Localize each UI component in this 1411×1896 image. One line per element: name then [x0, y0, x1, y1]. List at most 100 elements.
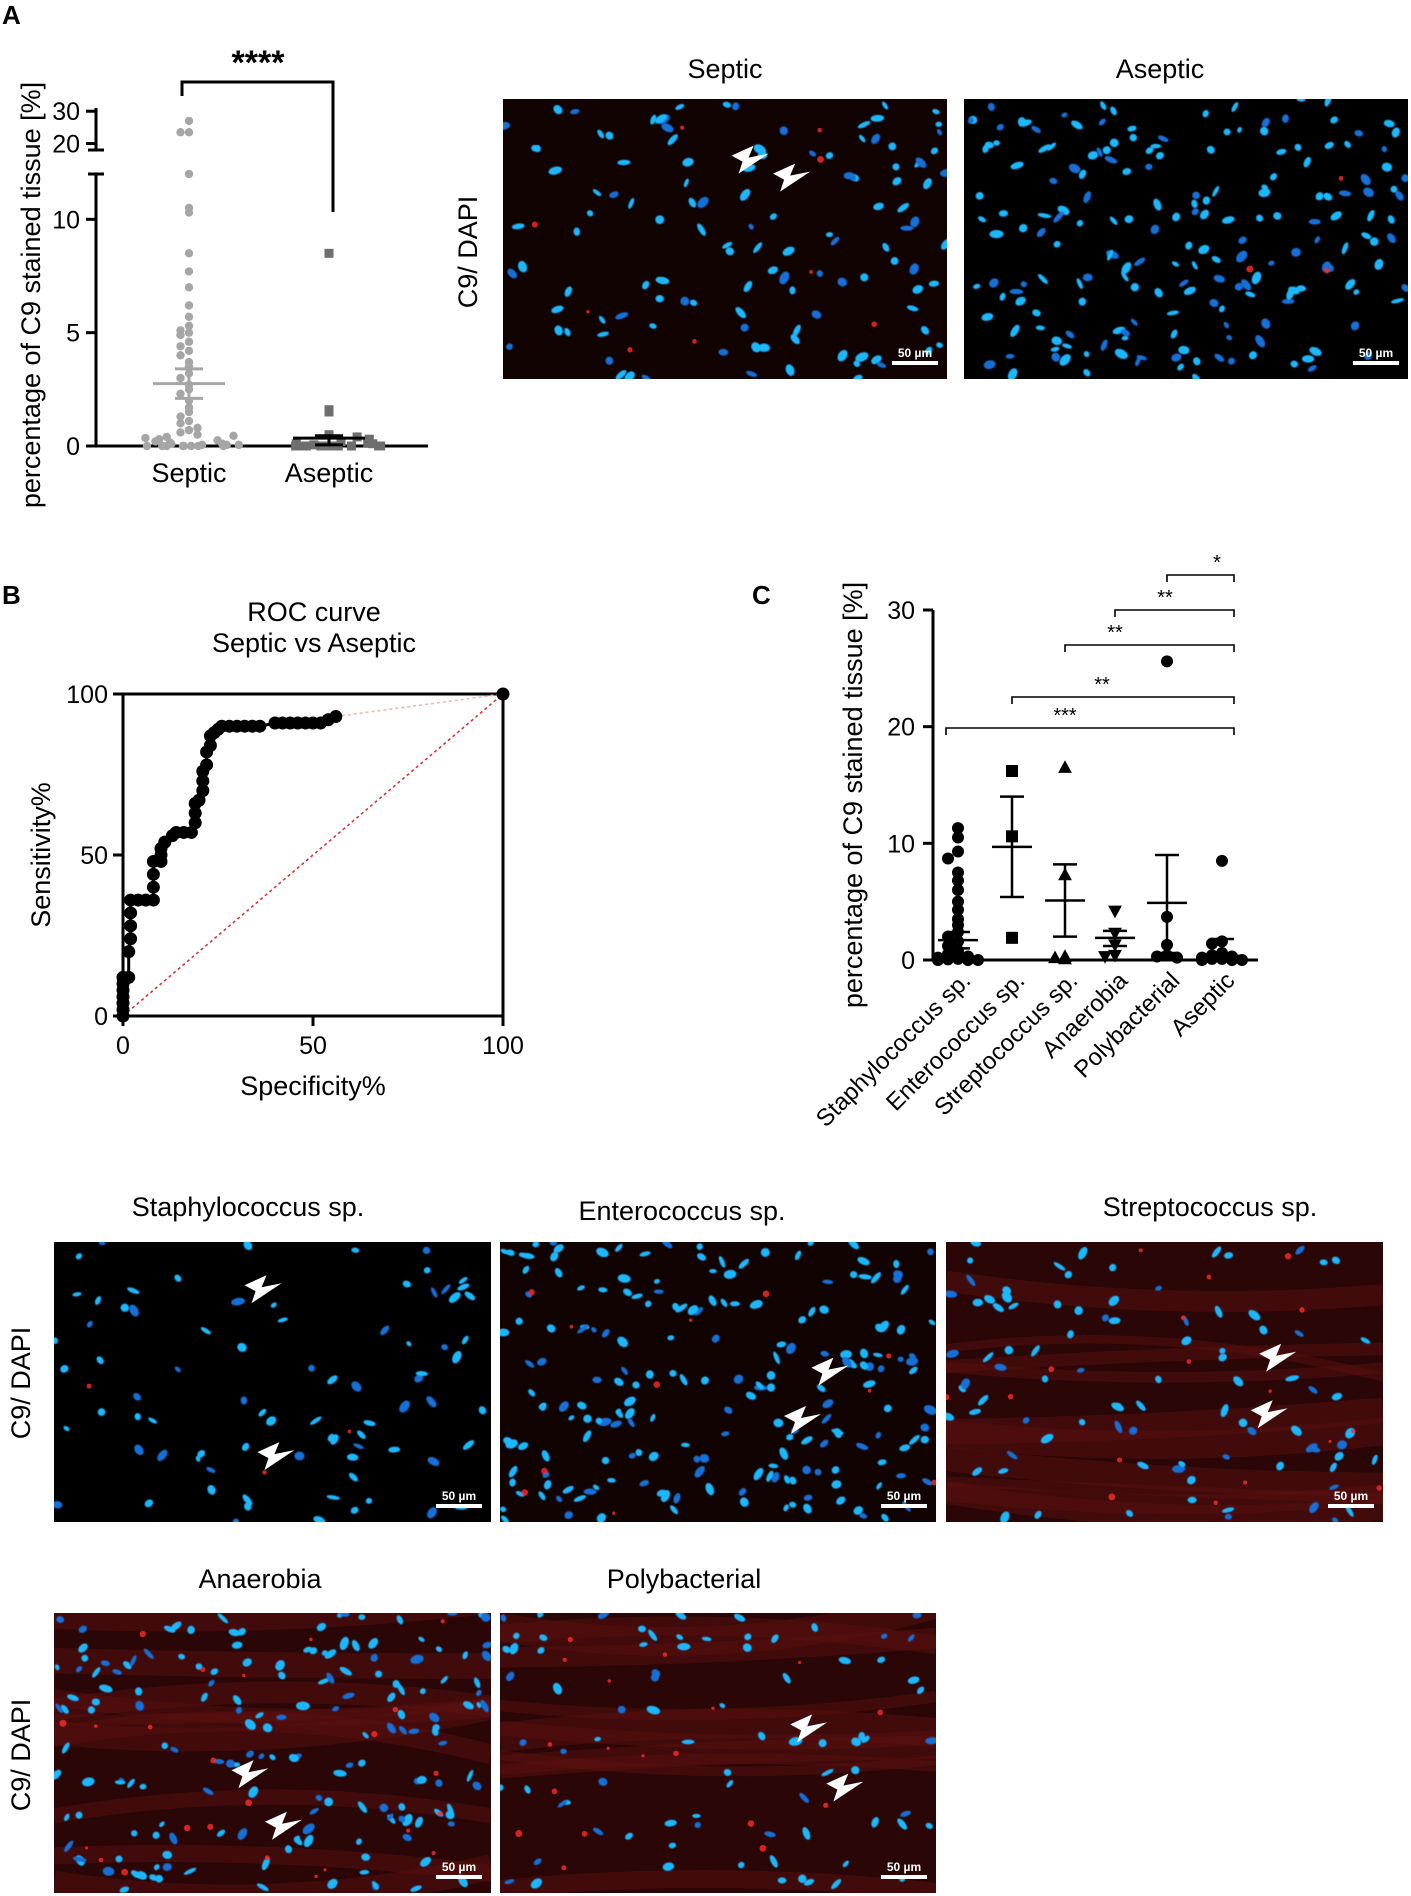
chart-b-roc-point — [253, 719, 267, 733]
nucleus — [538, 1491, 546, 1501]
nucleus — [1040, 1433, 1054, 1444]
tissue-fiber — [946, 1481, 1383, 1522]
c9-signal — [1376, 1485, 1382, 1491]
c9-signal — [1284, 1253, 1292, 1260]
nucleus — [1214, 353, 1225, 362]
nucleus — [1308, 218, 1321, 225]
nucleus — [837, 277, 848, 287]
nucleus — [380, 1325, 390, 1336]
nucleus — [617, 1336, 628, 1348]
c9-signal — [673, 1750, 679, 1757]
nucleus — [689, 299, 698, 306]
nucleus — [790, 334, 800, 345]
nucleus — [1064, 1270, 1073, 1279]
nucleus — [748, 223, 754, 230]
nucleus — [719, 1703, 726, 1709]
nucleus — [562, 1485, 574, 1494]
chart-c-ytick-label: 30 — [887, 597, 915, 625]
nucleus — [925, 346, 933, 355]
nucleus — [1361, 232, 1372, 240]
nucleus — [1120, 329, 1130, 337]
nucleus — [275, 1660, 285, 1671]
nucleus — [857, 1257, 870, 1266]
nucleus — [1007, 368, 1018, 379]
nucleus — [667, 134, 678, 146]
arrow-icon — [231, 1760, 269, 1789]
nucleus — [1038, 144, 1051, 153]
nucleus — [1219, 1347, 1226, 1354]
c9-signal — [692, 339, 697, 344]
nucleus — [258, 1753, 265, 1760]
c9-signal — [569, 1324, 574, 1329]
chart-c-point — [952, 903, 964, 916]
nucleus — [766, 1371, 776, 1380]
nucleus — [358, 1759, 366, 1767]
nucleus — [398, 1726, 407, 1735]
nucleus — [225, 1759, 235, 1768]
nucleus — [755, 1381, 764, 1390]
c9-signal — [207, 1823, 214, 1830]
nucleus — [1345, 279, 1356, 290]
nucleus — [294, 1835, 301, 1842]
nucleus — [660, 1490, 671, 1503]
c9-signal — [264, 1855, 270, 1861]
nucleus — [601, 1456, 610, 1465]
nucleus — [317, 1678, 330, 1685]
tissue-fiber — [946, 1342, 1383, 1373]
chart-c-point — [932, 954, 944, 966]
chart-a-point — [368, 439, 378, 449]
nucleus — [339, 1666, 352, 1676]
micrograph-title-polybacterial: Polybacterial — [607, 1564, 762, 1594]
nucleus — [1100, 339, 1108, 351]
c9-signal — [139, 1630, 146, 1638]
nucleus — [422, 1246, 431, 1255]
nucleus — [1301, 355, 1315, 363]
nucleus — [432, 1724, 440, 1732]
nucleus — [1381, 162, 1393, 172]
nucleus — [1374, 258, 1384, 270]
nucleus — [216, 1829, 226, 1837]
nucleus — [1363, 187, 1374, 197]
nucleus — [348, 1472, 358, 1482]
nucleus — [577, 1324, 589, 1334]
nucleus — [655, 295, 664, 303]
nucleus — [1153, 198, 1162, 211]
nucleus — [897, 1356, 904, 1362]
c9-signal — [347, 1429, 352, 1434]
nucleus — [261, 1857, 270, 1871]
nucleus — [1211, 255, 1221, 263]
nucleus — [596, 1247, 609, 1258]
nucleus — [1102, 146, 1111, 155]
nucleus — [651, 1673, 660, 1682]
nucleus — [912, 285, 924, 294]
nucleus — [410, 1885, 422, 1892]
nucleus — [930, 147, 939, 155]
nucleus — [1121, 335, 1129, 341]
nucleus — [187, 1625, 195, 1635]
nucleus — [877, 1656, 886, 1663]
nucleus — [427, 1507, 437, 1519]
nucleus — [266, 1416, 277, 1426]
nucleus — [1000, 1511, 1010, 1522]
nucleus — [872, 1352, 883, 1358]
tissue-fiber — [946, 1361, 1383, 1383]
nucleus — [537, 1647, 545, 1654]
nucleus — [1367, 209, 1375, 222]
c9-signal — [1324, 267, 1330, 274]
nucleus — [699, 1453, 710, 1463]
c9-signal — [797, 1660, 802, 1665]
c9-signal — [1338, 175, 1344, 181]
nucleus — [505, 1671, 515, 1682]
c9-signal — [1048, 1366, 1055, 1373]
micrograph-anaerobia: 50 µm — [54, 1613, 491, 1893]
nucleus — [1387, 215, 1395, 224]
chart-b-roc-point — [329, 710, 343, 724]
c9-signal — [392, 1706, 398, 1713]
nucleus — [392, 1679, 400, 1688]
chart-c-significance-label: *** — [1053, 705, 1077, 727]
nucleus — [452, 1350, 462, 1364]
c9-signal — [528, 1289, 535, 1296]
nucleus — [598, 1287, 608, 1293]
nucleus — [870, 1272, 882, 1284]
nucleus — [509, 1642, 519, 1655]
